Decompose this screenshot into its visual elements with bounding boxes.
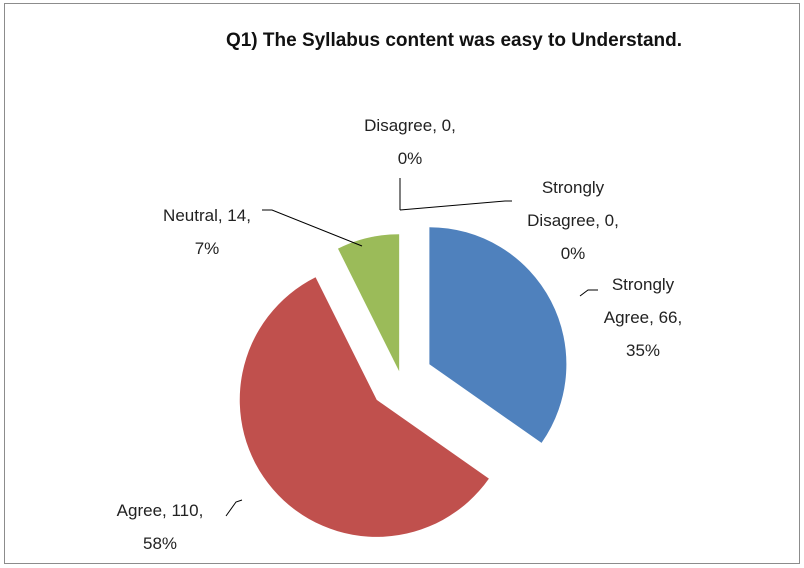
leader-line — [262, 209, 363, 247]
leader-line — [225, 499, 243, 517]
pie-slice — [337, 234, 400, 372]
data-label: Neutral, 14, 7% — [163, 206, 251, 258]
leader-line — [399, 200, 512, 211]
data-label: Agree, 110, 58% — [116, 501, 204, 553]
pie-slice — [429, 227, 567, 443]
data-label: Disagree, 0, 0% — [364, 116, 456, 168]
pie-slice — [239, 277, 489, 537]
chart-title: Q1) The Syllabus content was easy to Und… — [225, 30, 683, 51]
data-label: Strongly Agree, 66, 35% — [603, 275, 683, 360]
data-label: Strongly Disagree, 0, 0% — [527, 178, 619, 263]
leader-line — [579, 289, 598, 297]
